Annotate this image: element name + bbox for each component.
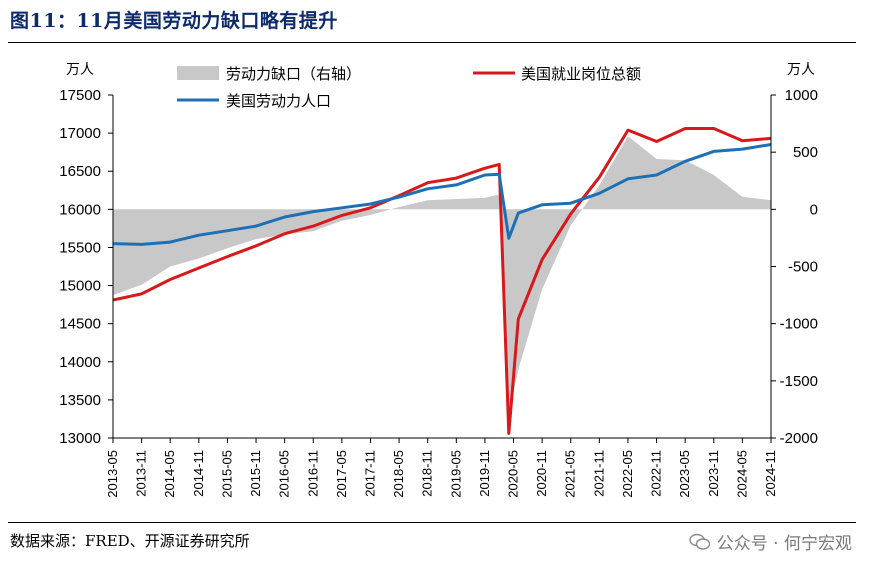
right-tick-label: 1000 [785,87,818,104]
x-tick-label: 2017-11 [362,450,377,497]
left-tick-label: 13000 [59,430,101,447]
gap-area [113,136,771,416]
x-tick-label: 2014-11 [191,450,206,497]
left-tick-label: 15500 [59,239,101,256]
x-tick-label: 2019-11 [477,450,492,497]
legend-label-labor: 美国劳动力人口 [226,92,331,110]
right-tick-label: -1500 [780,373,818,390]
right-tick-label: -500 [788,259,818,276]
top-rule [8,42,856,43]
x-tick-label: 2013-11 [134,450,149,497]
wechat-icon [689,533,710,550]
line-layer [112,127,772,435]
right-tick-label: 500 [793,144,818,161]
axis-layer: 17500 17000 16500 16000 15500 15000 14500 14000… [59,62,818,498]
left-tick-label: 14000 [59,354,101,371]
x-tick-label: 2017-05 [334,450,349,498]
x-tick-label: 2018-11 [420,450,435,497]
x-tick-label: 2015-11 [248,450,263,497]
figure-title: 图11：11月美国劳动力缺口略有提升 [10,10,338,32]
legend-label-gap: 劳动力缺口（右轴） [226,65,361,83]
x-tick-label: 2014-05 [162,450,177,498]
x-tick-label: 2023-11 [706,450,721,497]
x-tick-label: 2015-05 [219,450,234,498]
right-tick-label: -2000 [780,430,818,447]
watermark-text: 公众号 · 何宁宏观 [716,534,852,554]
right-tick-label: 0 [810,201,818,218]
x-tick-label: 2016-11 [305,450,320,497]
right-tick-label: -1000 [780,316,818,333]
x-tick-label: 2021-11 [591,450,606,497]
x-tick-label: 2013-05 [105,450,120,498]
labor-force-line [112,143,772,246]
bottom-rule [8,522,856,523]
left-tick-label: 16000 [59,201,101,218]
x-tick-label: 2019-05 [448,450,463,498]
gap-area-layer [113,136,771,416]
left-axis-unit: 万人 [66,62,94,78]
x-tick-label: 2022-05 [620,450,635,498]
source-note: 数据来源：FRED、开源证券研究所 [10,532,250,550]
x-tick-label: 2016-05 [277,450,292,498]
left-tick-label: 15000 [59,278,101,295]
left-tick-label: 14500 [59,316,101,333]
x-tick-label: 2024-11 [763,450,778,497]
x-tick-label: 2021-05 [563,450,578,498]
left-tick-label: 17000 [59,125,101,142]
legend-swatch-gap [177,66,219,80]
watermark: 公众号 · 何宁宏观 [689,529,852,554]
left-tick-label: 17500 [59,87,101,104]
jobs-line [112,127,772,435]
x-tick-label: 2018-05 [391,450,406,498]
x-tick-label: 2023-05 [677,450,692,498]
left-tick-label: 13500 [59,392,101,409]
x-tick-label: 2022-11 [649,450,664,497]
x-tick-label: 2020-05 [506,450,521,498]
legend-label-jobs: 美国就业岗位总额 [521,65,641,83]
x-tick-label: 2024-05 [734,450,749,498]
x-tick-label: 2020-11 [534,450,549,497]
left-tick-label: 16500 [59,163,101,180]
right-axis-unit: 万人 [787,62,815,78]
